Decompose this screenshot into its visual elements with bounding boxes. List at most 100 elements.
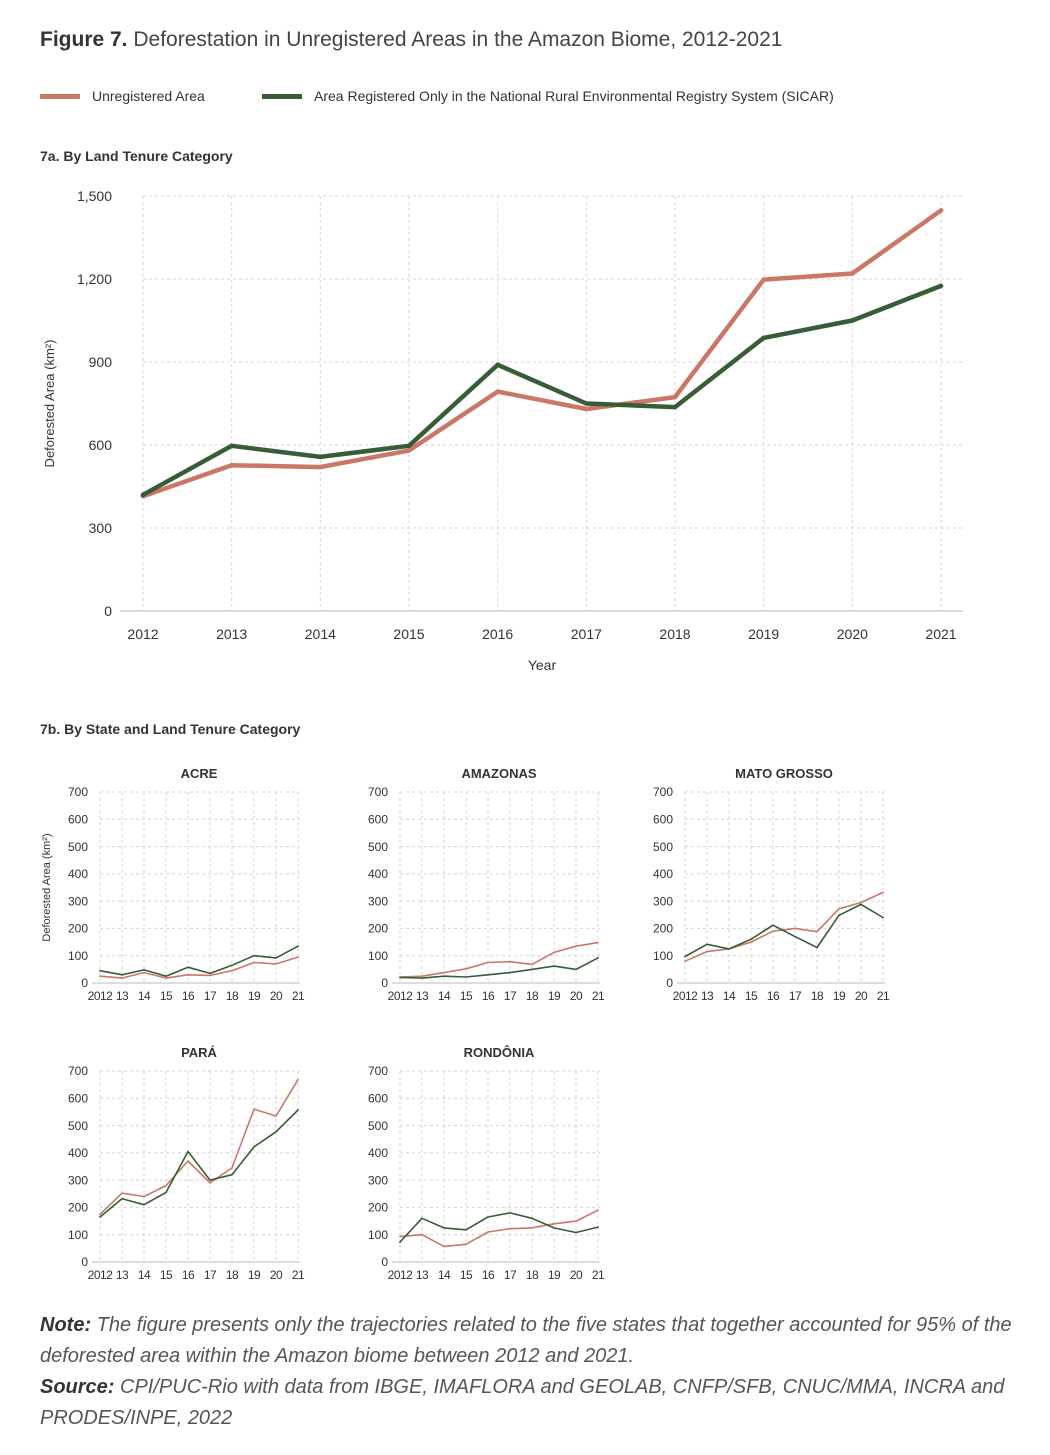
note-text: The figure presents only the trajectorie… (40, 1314, 1012, 1367)
amazonas-point-unregistered (465, 968, 467, 970)
mato-grosso-point-sicar (706, 943, 708, 946)
para-x-tick-label: 20 (270, 1268, 283, 1282)
amazonas-y-tick-label: 200 (368, 922, 388, 936)
mato-grosso-point-unregistered (816, 930, 818, 933)
mato-grosso-x-tick-label: 21 (877, 989, 890, 1003)
acre-y-tick-label: 500 (68, 840, 88, 854)
mato-grosso-point-sicar (728, 948, 730, 950)
acre-y-tick-label: 700 (68, 785, 88, 799)
amazonas-x-tick-label: 20 (570, 989, 583, 1003)
amazonas-x-tick-label: 19 (548, 989, 561, 1003)
rondonia-point-sicar (421, 1217, 423, 1220)
acre-x-tick-label: 15 (160, 989, 173, 1003)
acre-chart-title: ACRE (181, 766, 218, 781)
mato-grosso-point-sicar (684, 955, 686, 958)
mato-grosso-point-sicar (838, 914, 840, 917)
amazonas-chart-title: AMAZONAS (461, 766, 536, 781)
legend-item-sicar: Area Registered Only in the National Rur… (262, 88, 834, 104)
acre-y-tick-label: 0 (81, 976, 88, 990)
mato-grosso-x-tick-label: 17 (789, 989, 802, 1003)
main-x-tick-label: 2019 (748, 626, 779, 642)
main-point-sicar (318, 454, 323, 460)
para-x-tick-label: 18 (226, 1268, 239, 1282)
acre-series-line-sicar (99, 945, 299, 977)
rondonia-y-tick-label: 200 (368, 1201, 388, 1215)
amazonas-point-unregistered (531, 963, 533, 966)
para-x-tick-label: 2012 (88, 1268, 114, 1282)
source-label: Source: (40, 1376, 115, 1398)
rondonia-y-tick-label: 400 (368, 1146, 388, 1160)
para-y-tick-label: 500 (68, 1119, 88, 1133)
para-series-line-sicar (99, 1109, 299, 1218)
main-point-sicar (406, 443, 412, 449)
mato-grosso-x-tick-label: 16 (767, 989, 780, 1003)
rondonia-y-tick-label: 700 (368, 1064, 388, 1078)
figure-title-text: Deforestation in Unregistered Areas in t… (133, 28, 783, 51)
mato-grosso-series-line-unregistered (684, 891, 884, 962)
acre-line-chart: ACRE 0 100 200 300 400 500 600 700 2012 13 14 15 16 17… (41, 766, 305, 1003)
main-point-unregistered (406, 448, 412, 453)
rondonia-x-tick-label: 16 (482, 1268, 495, 1282)
para-point-sicar (121, 1197, 123, 1200)
legend-label-sicar: Area Registered Only in the National Rur… (314, 88, 834, 104)
rondonia-x-tick-label: 21 (592, 1268, 605, 1282)
main-y-tick-label: 1,200 (77, 271, 112, 287)
main-point-sicar (938, 283, 944, 289)
mato-grosso-point-sicar (860, 903, 862, 906)
acre-y-tick-label: 600 (68, 812, 88, 826)
para-point-unregistered (99, 1213, 101, 1216)
para-point-sicar (297, 1109, 299, 1111)
para-point-unregistered (187, 1160, 189, 1162)
amazonas-x-tick-label: 2012 (388, 989, 414, 1003)
rondonia-x-tick-label: 17 (504, 1268, 517, 1282)
para-y-tick-label: 0 (81, 1255, 88, 1269)
acre-point-unregistered (143, 971, 145, 974)
rondonia-point-unregistered (509, 1227, 511, 1230)
acre-point-unregistered (231, 969, 233, 972)
amazonas-series-line-unregistered (399, 941, 599, 978)
acre-point-unregistered (187, 974, 189, 976)
amazonas-point-sicar (553, 965, 555, 967)
amazonas-x-tick-label: 13 (416, 989, 429, 1003)
para-point-unregistered (209, 1182, 211, 1184)
para-y-tick-label: 300 (68, 1173, 88, 1187)
acre-y-tick-label: 100 (68, 949, 88, 963)
main-series-line-sicar (140, 283, 944, 498)
main-point-unregistered (850, 271, 855, 276)
acre-series-line-unregistered (99, 956, 299, 979)
amazonas-x-tick-label: 21 (592, 989, 605, 1003)
mato-grosso-x-tick-label: 18 (811, 989, 824, 1003)
legend-swatch-sicar (262, 93, 302, 99)
amazonas-point-unregistered (597, 941, 599, 944)
para-point-unregistered (253, 1108, 255, 1110)
para-point-sicar (275, 1131, 277, 1133)
amazonas-y-tick-label: 700 (368, 785, 388, 799)
para-point-unregistered (231, 1167, 233, 1169)
main-x-tick-label: 2018 (659, 626, 690, 642)
rondonia-y-tick-label: 0 (381, 1255, 388, 1269)
amazonas-point-sicar (399, 976, 401, 979)
main-series-line-unregistered (140, 208, 944, 499)
source-text: CPI/PUC-Rio with data from IBGE, IMAFLOR… (40, 1376, 1005, 1429)
amazonas-point-sicar (465, 976, 467, 978)
mato-grosso-point-unregistered (684, 960, 686, 962)
para-point-unregistered (143, 1195, 145, 1198)
amazonas-y-tick-label: 500 (368, 840, 388, 854)
mato-grosso-x-tick-label: 15 (745, 989, 758, 1003)
acre-point-sicar (99, 969, 101, 972)
note-label: Note: (40, 1314, 92, 1336)
rondonia-x-tick-label: 18 (526, 1268, 539, 1282)
main-x-tick-label: 2021 (925, 626, 956, 642)
amazonas-y-tick-label: 400 (368, 867, 388, 881)
panel-a-subtitle: 7a. By Land Tenure Category (40, 148, 233, 164)
amazonas-x-tick-label: 15 (460, 989, 473, 1003)
amazonas-x-tick-label: 17 (504, 989, 517, 1003)
acre-x-tick-label: 16 (182, 989, 195, 1003)
main-x-axis-title: Year (528, 657, 557, 673)
amazonas-point-sicar (443, 975, 445, 977)
acre-point-unregistered (209, 974, 211, 977)
acre-point-sicar (231, 964, 233, 967)
main-point-unregistered (584, 406, 589, 412)
acre-x-tick-label: 17 (204, 989, 217, 1003)
para-y-tick-label: 400 (68, 1146, 88, 1160)
